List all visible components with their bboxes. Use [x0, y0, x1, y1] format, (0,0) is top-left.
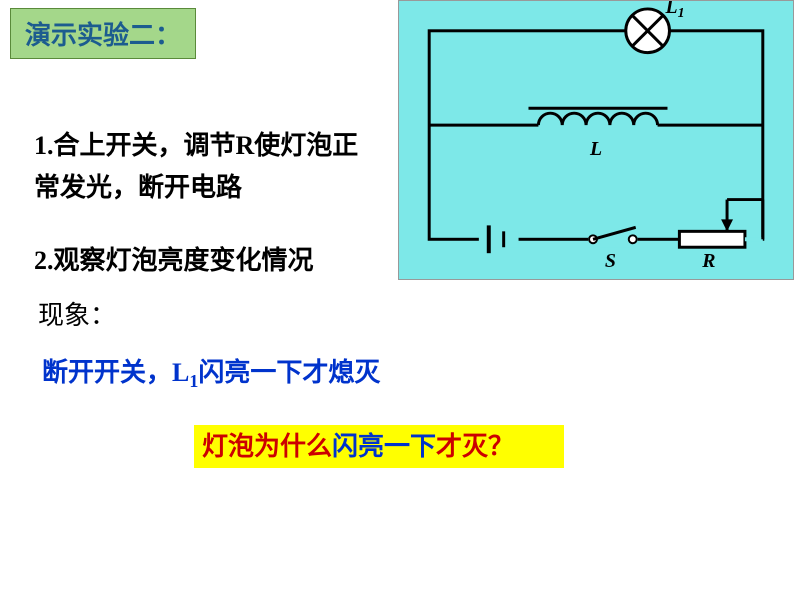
svg-text:S: S: [605, 250, 616, 272]
step-1-text: 1.合上开关，调节R使灯泡正常发光，断开电路: [34, 125, 374, 208]
step-2-text: 2.观察灯泡亮度变化情况: [34, 240, 314, 277]
circuit-diagram: L1 L S R: [398, 0, 794, 280]
question-highlight: 灯泡为什么闪亮一下才灭？: [194, 425, 564, 468]
title-badge: 演示实验二：: [10, 8, 196, 59]
svg-text:R: R: [701, 250, 715, 272]
svg-text:L1: L1: [665, 1, 685, 21]
phenomenon-label: 现象：: [38, 295, 116, 332]
phenomenon-text: 断开开关，L1闪亮一下才熄灭: [42, 352, 380, 392]
svg-text:L: L: [589, 138, 602, 160]
